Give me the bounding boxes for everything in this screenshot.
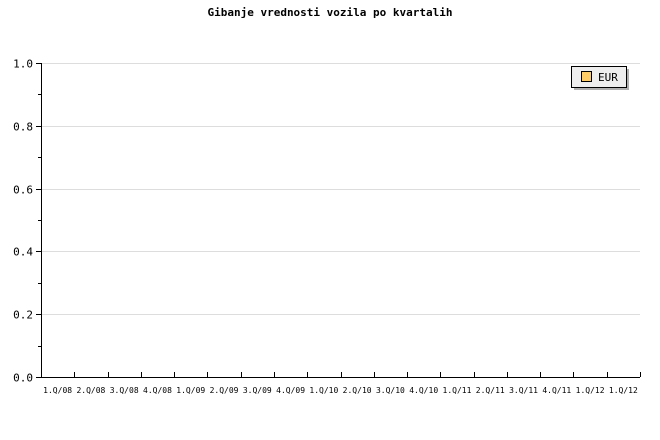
y-tick-label: 0.2	[13, 309, 33, 322]
x-tick-label: 3.Q/08	[110, 386, 139, 395]
x-tick-label: 1.Q/12	[576, 386, 605, 395]
x-tick-label: 2.Q/09	[210, 386, 239, 395]
legend-label-eur: EUR	[598, 71, 618, 84]
x-tick-label: 4.Q/08	[143, 386, 172, 395]
x-tick-label: 4.Q/09	[276, 386, 305, 395]
y-tick-label: 0.4	[13, 246, 33, 259]
chart-title: Gibanje vrednosti vozila po kvartalih	[207, 6, 452, 19]
legend-swatch-eur	[581, 71, 592, 82]
x-tick-label: 3.Q/10	[376, 386, 405, 395]
x-tick-label: 1.Q/12	[609, 386, 638, 395]
x-tick-label: 4.Q/10	[409, 386, 438, 395]
x-tick-label: 2.Q/11	[476, 386, 505, 395]
y-tick-label: 0.8	[13, 121, 33, 134]
x-tick-label: 3.Q/11	[509, 386, 538, 395]
x-tick-label: 2.Q/08	[76, 386, 105, 395]
x-tick-label: 1.Q/11	[443, 386, 472, 395]
x-tick-label: 1.Q/08	[43, 386, 72, 395]
y-tick-label: 0.6	[13, 184, 33, 197]
x-tick-label: 1.Q/09	[176, 386, 205, 395]
x-tick-label: 1.Q/10	[309, 386, 338, 395]
x-tick-label: 3.Q/09	[243, 386, 272, 395]
y-tick-label: 1.0	[13, 58, 33, 71]
y-tick-label: 0.0	[13, 372, 33, 385]
x-tick-label: 4.Q/11	[542, 386, 571, 395]
legend: EUR	[571, 66, 629, 90]
x-tick-label: 2.Q/10	[343, 386, 372, 395]
